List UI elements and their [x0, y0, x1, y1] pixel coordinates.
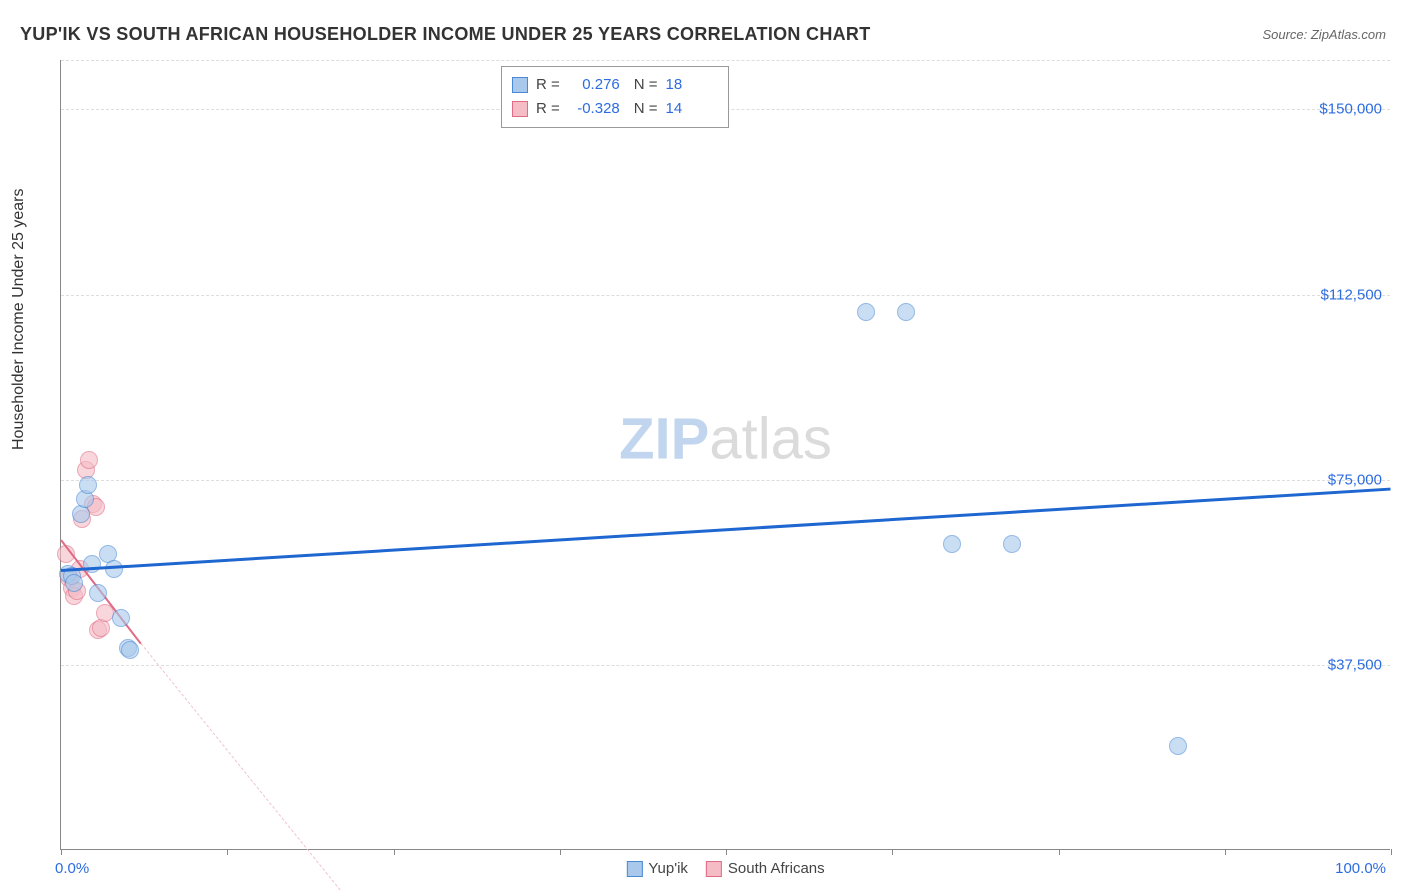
watermark-text: ZIPatlas	[619, 405, 832, 472]
legend: Yup'ik South Africans	[626, 860, 824, 877]
x-tick-mark	[1059, 849, 1060, 855]
y-tick-label: $150,000	[1319, 101, 1382, 118]
data-point	[80, 451, 98, 469]
source-prefix: Source:	[1262, 27, 1310, 42]
data-point	[89, 584, 107, 602]
watermark-atlas: atlas	[709, 406, 832, 471]
n-label: N =	[634, 73, 658, 97]
legend-swatch-icon	[706, 861, 722, 877]
scatter-chart: ZIPatlas Yup'ik South Africans $37,500$7…	[60, 60, 1390, 850]
x-tick-mark	[61, 849, 62, 855]
x-tick-mark	[394, 849, 395, 855]
gridline	[61, 295, 1390, 296]
x-tick-mark	[1391, 849, 1392, 855]
x-tick-label: 0.0%	[55, 860, 89, 877]
r-value: 0.276	[568, 73, 620, 97]
source-attribution: Source: ZipAtlas.com	[1262, 27, 1386, 42]
r-label: R =	[536, 97, 560, 121]
legend-label: South Africans	[728, 860, 825, 877]
data-point	[79, 476, 97, 494]
x-tick-mark	[892, 849, 893, 855]
stats-swatch-icon	[512, 101, 528, 117]
x-tick-mark	[227, 849, 228, 855]
watermark-zip: ZIP	[619, 406, 709, 471]
n-label: N =	[634, 97, 658, 121]
source-name: ZipAtlas.com	[1311, 27, 1386, 42]
gridline	[61, 60, 1390, 61]
data-point	[112, 609, 130, 627]
trend-line	[61, 487, 1391, 571]
n-value: 14	[666, 97, 718, 121]
legend-swatch-icon	[626, 861, 642, 877]
x-tick-mark	[726, 849, 727, 855]
x-tick-mark	[1225, 849, 1226, 855]
data-point	[65, 574, 83, 592]
trend-line	[140, 643, 340, 891]
x-tick-mark	[560, 849, 561, 855]
data-point	[121, 641, 139, 659]
y-tick-label: $75,000	[1328, 471, 1382, 488]
gridline	[61, 480, 1390, 481]
r-value: -0.328	[568, 97, 620, 121]
y-axis-label: Householder Income Under 25 years	[10, 189, 28, 450]
x-tick-label: 100.0%	[1335, 860, 1386, 877]
y-tick-label: $112,500	[1321, 286, 1382, 303]
stats-row: R = 0.276 N = 18	[512, 73, 718, 97]
legend-item-yupik: Yup'ik	[626, 860, 688, 877]
r-label: R =	[536, 73, 560, 97]
gridline	[61, 665, 1390, 666]
y-tick-label: $37,500	[1328, 656, 1382, 673]
legend-label: Yup'ik	[648, 860, 688, 877]
data-point	[943, 535, 961, 553]
legend-item-south-africans: South Africans	[706, 860, 825, 877]
data-point	[1169, 737, 1187, 755]
data-point	[1003, 535, 1021, 553]
data-point	[857, 303, 875, 321]
stats-row: R = -0.328 N = 14	[512, 97, 718, 121]
stats-swatch-icon	[512, 77, 528, 93]
data-point	[897, 303, 915, 321]
chart-header: YUP'IK VS SOUTH AFRICAN HOUSEHOLDER INCO…	[20, 24, 1386, 45]
n-value: 18	[666, 73, 718, 97]
correlation-stats-box: R = 0.276 N = 18 R = -0.328 N = 14	[501, 66, 729, 128]
chart-title: YUP'IK VS SOUTH AFRICAN HOUSEHOLDER INCO…	[20, 24, 871, 45]
